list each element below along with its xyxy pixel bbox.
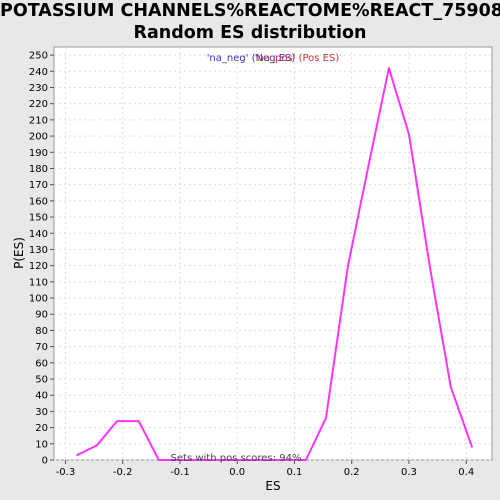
y-tick-label: 60: [35, 358, 48, 369]
x-tick-label: 0.0: [229, 467, 245, 478]
data-point: [429, 268, 431, 270]
series-layer: [76, 67, 473, 461]
data-point: [471, 446, 473, 448]
data-point: [116, 420, 118, 422]
axes: 0 10 20 30 40 50 60 70 80 90 100 110 120 130 140 150 160…: [29, 51, 474, 478]
legend-pos-label: 'na_pos' (Pos ES): [255, 53, 340, 64]
plot-area: [53, 46, 493, 461]
chart-title-line-2: Random ES distribution: [133, 23, 367, 43]
y-axis-label: P(ES): [12, 237, 26, 269]
y-tick-label: 220: [29, 99, 48, 110]
y-tick-label: 40: [35, 391, 48, 402]
data-point: [96, 444, 98, 447]
annotation-pos-scores: Sets with pos scores: 94%: [171, 453, 302, 464]
y-tick-label: 240: [29, 67, 48, 78]
y-tick-label: 120: [29, 261, 48, 272]
y-tick-label: 70: [35, 342, 48, 353]
y-tick-label: 90: [35, 310, 48, 321]
series-line: [76, 67, 473, 461]
data-point: [265, 459, 267, 461]
y-tick-label: 20: [35, 423, 48, 434]
y-tick-label: 30: [35, 407, 48, 418]
y-tick-label: 180: [29, 164, 48, 175]
y-tick-label: 190: [29, 148, 48, 159]
y-tick-label: 140: [29, 229, 48, 240]
chart-title-line-1: POTASSIUM CHANNELS%REACTOME%REACT_75908.…: [0, 1, 500, 21]
x-axis-label: ES: [265, 479, 280, 493]
y-tick-label: 10: [35, 439, 48, 450]
y-tick-label: 130: [29, 245, 48, 256]
y-tick-label: 0: [42, 456, 48, 467]
legend-neg-label: 'na_neg' (Neg ES): [207, 53, 296, 64]
data-point: [179, 459, 181, 461]
y-tick-label: 150: [29, 213, 48, 224]
y-tick-label: 210: [29, 115, 48, 126]
x-tick-label: -0.1: [170, 467, 190, 478]
data-point: [137, 420, 140, 422]
y-tick-label: 50: [35, 375, 48, 386]
y-tick-label: 170: [29, 180, 48, 191]
chart-title: POTASSIUM CHANNELS%REACTOME%REACT_75908.…: [0, 0, 500, 44]
data-point: [388, 67, 390, 69]
x-tick-label: 0.1: [287, 467, 303, 478]
x-tick-label: 0.4: [458, 467, 474, 478]
x-tick-label: -0.2: [113, 467, 133, 478]
x-tick-label: 0.2: [344, 467, 360, 478]
data-point: [449, 386, 452, 388]
data-point: [305, 459, 307, 461]
y-tick-label: 160: [29, 196, 48, 207]
data-point: [157, 459, 160, 461]
grid-lines: [54, 47, 492, 461]
y-tick-label: 80: [35, 326, 48, 337]
y-tick-label: 110: [29, 277, 48, 288]
data-point: [76, 454, 78, 456]
y-tick-label: 230: [29, 83, 48, 94]
data-point: [325, 417, 327, 419]
data-point: [368, 162, 370, 165]
y-tick-label: 100: [29, 294, 48, 305]
y-tick-label: 250: [29, 51, 48, 62]
y-tick-label: 200: [29, 132, 48, 143]
x-tick-label: -0.3: [56, 467, 76, 478]
x-tick-label: 0.3: [401, 467, 417, 478]
data-point: [346, 266, 349, 269]
data-point: [408, 133, 410, 136]
